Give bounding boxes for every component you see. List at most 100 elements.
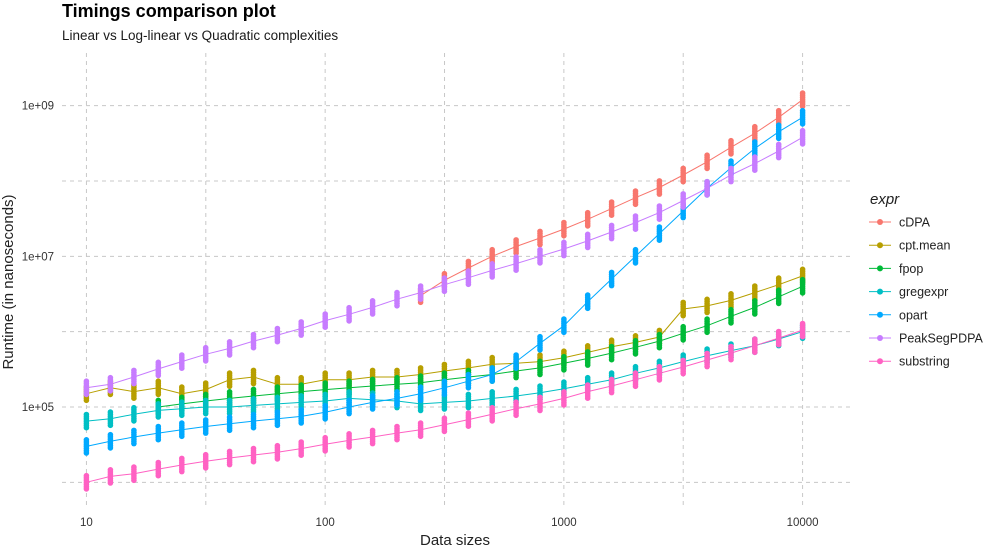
data-point-PeakSegPDPA — [704, 192, 710, 198]
data-point-substring — [369, 440, 376, 447]
legend-label: substring — [899, 355, 950, 369]
data-point-opart — [417, 397, 424, 404]
data-point-opart — [250, 424, 257, 431]
data-point-opart — [155, 436, 162, 443]
data-point-PeakSegPDPA — [83, 391, 90, 398]
data-point-substring — [752, 349, 758, 356]
data-point-substring — [632, 383, 639, 390]
data-point-cDPA — [799, 103, 806, 110]
data-point-PeakSegPDPA — [584, 244, 591, 251]
data-point-gregexpr — [465, 404, 472, 411]
data-point-cDPA — [728, 151, 734, 157]
data-point-PeakSegPDPA — [322, 324, 329, 331]
data-point-opart — [465, 385, 472, 391]
data-point-PeakSegPDPA — [799, 141, 806, 147]
x-axis-label: Data sizes — [420, 532, 490, 549]
data-point-fpop — [656, 344, 663, 351]
legend-key-point — [877, 265, 883, 272]
data-point-opart — [775, 135, 782, 142]
data-point-substring — [584, 395, 591, 402]
data-point-cpt.mean — [131, 395, 137, 402]
data-point-substring — [680, 370, 686, 377]
legend-key-point — [877, 311, 883, 318]
x-tick-label: 100 — [316, 517, 335, 529]
data-point-PeakSegPDPA — [155, 372, 162, 379]
data-point-gregexpr — [202, 410, 209, 417]
series-line-cDPA — [420, 99, 803, 297]
data-point-PeakSegPDPA — [131, 380, 137, 387]
data-point-fpop — [752, 311, 758, 317]
data-point-substring — [131, 477, 137, 484]
data-point-PeakSegPDPA — [107, 388, 114, 394]
data-point-substring — [775, 341, 782, 348]
data-point-opart — [584, 305, 591, 312]
data-point-PeakSegPDPA — [608, 235, 615, 242]
y-axis-ticks: 1e+05 1e+07 1e+09 — [22, 101, 54, 414]
legend-key-point — [877, 358, 883, 365]
legend: expr cDPA cpt.mean fpop gregexpr opart PeakSe… — [869, 191, 984, 369]
data-point-substring — [226, 461, 233, 468]
data-point-substring — [799, 333, 806, 340]
data-point-substring — [202, 465, 209, 471]
data-point-substring — [728, 356, 734, 363]
data-point-opart — [489, 378, 496, 384]
y-tick-label: 1e+05 — [22, 402, 54, 414]
data-point-PeakSegPDPA — [680, 204, 686, 210]
data-point-opart — [322, 416, 329, 422]
data-point-PeakSegPDPA — [369, 311, 376, 317]
series-points — [83, 90, 806, 492]
legend-key-point — [877, 242, 883, 249]
y-tick-label: 1e+09 — [22, 101, 54, 113]
data-point-PeakSegPDPA — [465, 281, 472, 288]
data-point-opart — [202, 430, 209, 436]
data-point-PeakSegPDPA — [226, 352, 233, 358]
data-point-gregexpr — [417, 407, 424, 414]
data-point-opart — [369, 406, 376, 412]
data-point-fpop — [584, 362, 591, 368]
data-point-gregexpr — [107, 422, 114, 429]
x-tick-label: 10000 — [787, 517, 819, 529]
x-tick-label: 1000 — [551, 517, 577, 529]
data-point-opart — [346, 410, 352, 417]
data-point-PeakSegPDPA — [632, 226, 639, 232]
legend-key-point — [877, 288, 883, 295]
data-point-cpt.mean — [155, 391, 162, 398]
data-point-PeakSegPDPA — [513, 267, 519, 274]
data-point-cpt.mean — [704, 309, 710, 316]
data-point-opart — [513, 365, 519, 372]
data-point-PeakSegPDPA — [202, 358, 209, 364]
data-point-PeakSegPDPA — [728, 178, 734, 185]
legend-label: PeakSegPDPA — [899, 332, 984, 346]
data-point-substring — [107, 480, 114, 486]
data-point-cDPA — [680, 178, 686, 185]
data-point-gregexpr — [179, 412, 185, 419]
data-point-opart — [83, 450, 90, 456]
legend-label: opart — [899, 308, 928, 322]
data-point-opart — [656, 237, 663, 243]
legend-label: cDPA — [899, 216, 931, 230]
data-point-opart — [537, 347, 543, 353]
data-point-cDPA — [656, 191, 663, 197]
data-point-substring — [83, 486, 90, 492]
data-point-cpt.mean — [83, 397, 90, 404]
data-point-PeakSegPDPA — [537, 260, 543, 266]
data-point-PeakSegPDPA — [179, 365, 185, 372]
data-point-cDPA — [704, 165, 710, 172]
data-point-fpop — [799, 290, 806, 296]
data-point-substring — [394, 436, 400, 443]
data-point-substring — [298, 452, 305, 459]
data-point-substring — [465, 423, 472, 430]
chart-title: Timings comparison plot — [62, 1, 276, 21]
x-axis-ticks: 10 100 1000 10000 — [80, 517, 819, 529]
data-point-PeakSegPDPA — [775, 154, 782, 161]
data-point-substring — [155, 472, 162, 479]
data-point-opart — [107, 445, 114, 451]
data-point-PeakSegPDPA — [656, 216, 663, 222]
data-point-substring — [537, 407, 543, 414]
data-point-substring — [346, 444, 352, 450]
data-point-fpop — [513, 374, 519, 381]
data-point-cDPA — [584, 223, 591, 229]
legend-key-point — [877, 219, 883, 225]
data-point-opart — [441, 391, 448, 398]
